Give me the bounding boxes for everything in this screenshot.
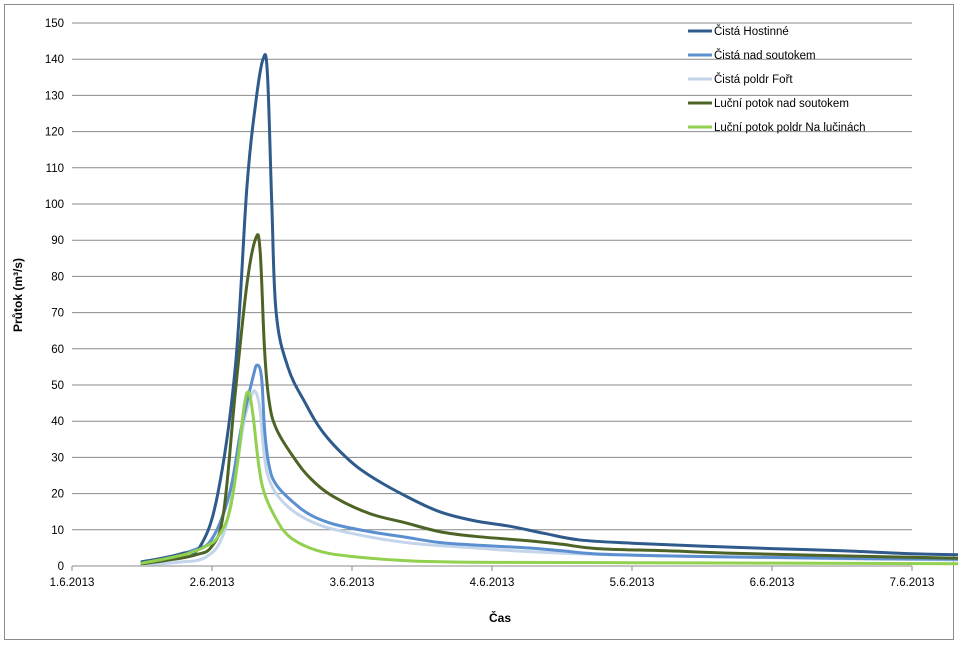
chart-frame [4,4,954,640]
y-tick-label: 100 [45,199,64,211]
y-tick-label: 120 [45,127,64,139]
legend-label: Luční potok nad soutokem [714,98,849,110]
y-tick-label: 10 [51,525,64,537]
x-tick-label: 3.6.2013 [330,577,375,589]
y-tick-label: 110 [46,163,64,175]
x-tick-label: 2.6.2013 [190,577,235,589]
legend-label: Čistá nad soutokem [714,49,816,62]
x-tick-label: 1.6.2013 [50,577,95,589]
y-tick-label: 30 [51,452,64,464]
legend-label: Čistá poldr Fořt [714,73,793,86]
y-tick-label: 40 [51,416,64,428]
x-tick-label: 5.6.2013 [610,577,655,589]
legend: Čistá Hostinné Čistá nad soutokem Čistá po… [688,25,866,134]
x-axis-title: Čas [489,610,511,625]
legend-label: Luční potok poldr Na lučinách [714,122,866,134]
y-axis-title: Průtok (m³/s) [11,258,25,332]
series-line [140,363,958,564]
x-tick-label: 6.6.2013 [750,577,795,589]
y-axis-ticks: 0 10 20 30 40 50 60 70 80 90 100 110 120 130 140 150 [45,18,64,573]
series-line [140,390,958,566]
legend-label: Čistá Hostinné [714,25,789,38]
series-lines [140,53,958,567]
x-tick-label: 7.6.2013 [890,577,935,589]
gridlines [72,22,912,531]
x-axis-ticks: 1.6.2013 2.6.2013 3.6.2013 4.6.2013 5.6.2013… [50,566,935,589]
y-tick-label: 50 [51,380,64,392]
y-tick-label: 80 [51,271,64,283]
series-line [140,233,958,566]
y-tick-label: 90 [51,235,64,247]
y-tick-label: 0 [58,561,64,573]
x-tick-label: 4.6.2013 [470,577,515,589]
y-tick-label: 140 [45,54,64,66]
y-tick-label: 150 [45,18,64,30]
y-tick-label: 20 [51,489,64,501]
y-tick-label: 60 [51,344,64,356]
y-tick-label: 130 [45,90,64,102]
y-tick-label: 70 [51,308,64,320]
series-line [140,53,958,564]
